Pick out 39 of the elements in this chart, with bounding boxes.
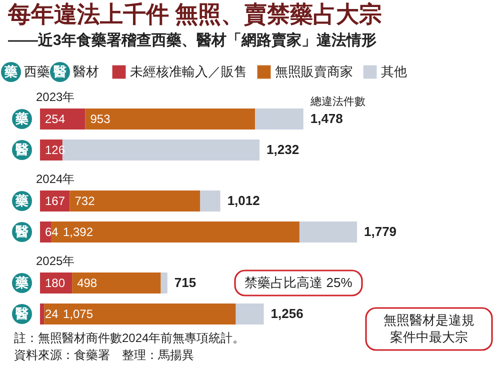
total-label: 715 bbox=[174, 275, 196, 290]
y-tick-label: 醫 bbox=[16, 224, 28, 239]
annotation: 2025年 bbox=[36, 254, 75, 268]
chart-title: 每年違法上千件 無照、賣禁藥占大宗 bbox=[7, 1, 382, 27]
y-tick-label: 藥 bbox=[14, 193, 28, 208]
text: 無照醫材是違規案件中最大宗 bbox=[384, 312, 474, 344]
category-label: 藥 bbox=[4, 64, 18, 79]
data-label: 732 bbox=[74, 194, 96, 208]
legend-label: 未經核准輸入／販售 bbox=[130, 64, 247, 79]
chart-subtitle: ——近3年食藥署稽查西藥、醫材「網路賣家」違法情形 bbox=[8, 31, 376, 49]
total-label: 1,012 bbox=[227, 193, 260, 208]
y-tick-label: 醫 bbox=[16, 142, 28, 157]
total-label: 1,232 bbox=[266, 142, 300, 157]
total-label: 1,256 bbox=[270, 306, 304, 321]
legend-label: 其他 bbox=[381, 64, 407, 79]
data-label: 1,392 bbox=[63, 225, 94, 239]
data-label: 953 bbox=[90, 112, 111, 126]
data-label: 1,075 bbox=[63, 307, 94, 321]
y-tick-label: 藥 bbox=[14, 275, 28, 290]
data-label: 64 bbox=[45, 225, 59, 239]
annotation: 總違法件數 bbox=[309, 95, 366, 108]
source-note: 資料來源：食藥署 整理：馬揚異 bbox=[14, 348, 194, 362]
annotation: 2023年 bbox=[36, 90, 75, 104]
y-tick-label: 醫 bbox=[16, 306, 28, 321]
data-label: 498 bbox=[77, 276, 98, 290]
legend-label: 無照販賣商家 bbox=[275, 64, 353, 79]
data-label: 24 bbox=[45, 307, 59, 321]
annotation: 禁藥占比高達 25% bbox=[244, 275, 353, 290]
annotation: 2024年 bbox=[36, 172, 75, 186]
annotation: 註：無照醫材商件數2024年前無專項統計。 bbox=[14, 331, 245, 345]
text: 醫材 bbox=[73, 64, 99, 79]
total-label: 1,478 bbox=[310, 111, 343, 126]
data-label: 180 bbox=[45, 276, 66, 290]
category-label: 醫 bbox=[54, 64, 66, 79]
text: 西藥 bbox=[24, 64, 50, 79]
data-label: 167 bbox=[45, 194, 66, 208]
data-label: 254 bbox=[45, 112, 66, 126]
total-label: 1,779 bbox=[364, 224, 397, 239]
y-tick-label: 藥 bbox=[14, 111, 28, 126]
